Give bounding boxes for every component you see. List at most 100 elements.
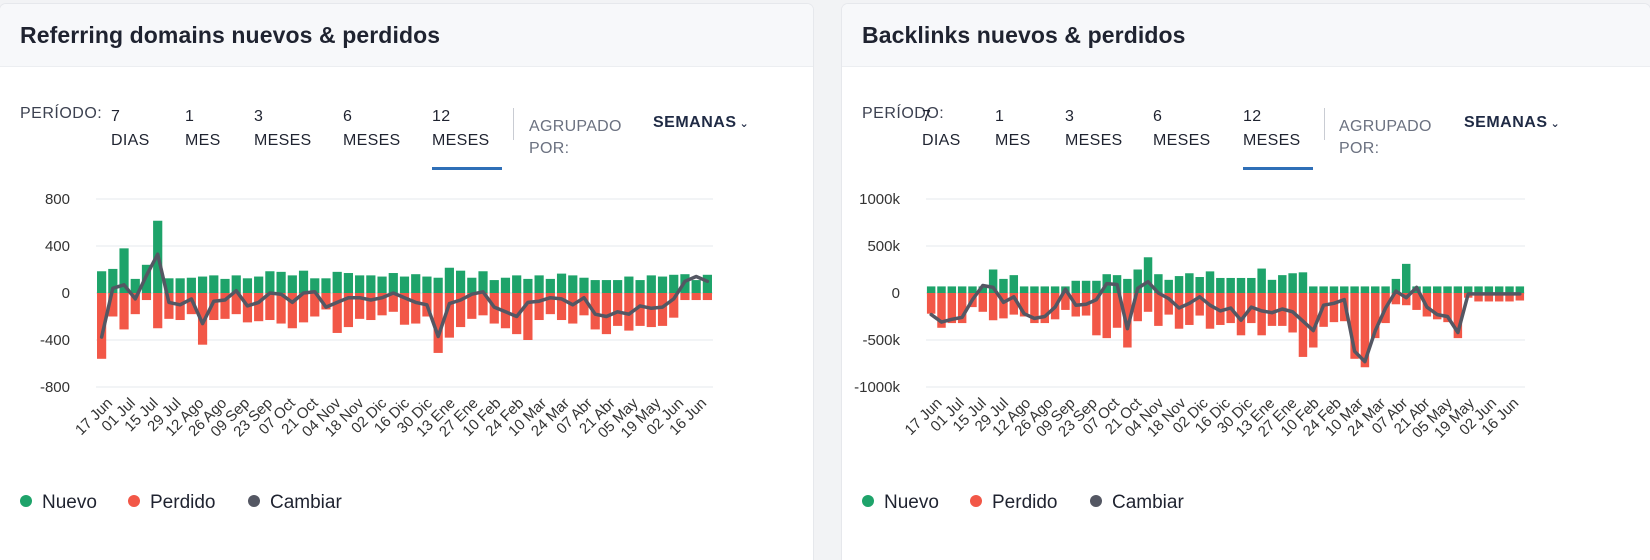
bar-new[interactable] bbox=[444, 267, 454, 293]
bar-lost[interactable] bbox=[624, 293, 634, 331]
bar-new[interactable] bbox=[343, 273, 354, 293]
bar-new[interactable] bbox=[1195, 277, 1204, 293]
bar-lost[interactable] bbox=[1154, 293, 1163, 326]
bar-new[interactable] bbox=[455, 270, 466, 293]
bar-new[interactable] bbox=[556, 273, 567, 293]
bar-lost[interactable] bbox=[1329, 293, 1339, 323]
bar-lost[interactable] bbox=[680, 293, 690, 301]
bar-lost[interactable] bbox=[108, 293, 118, 317]
bar-new[interactable] bbox=[287, 275, 297, 293]
bar-lost[interactable] bbox=[1195, 293, 1204, 316]
bar-new[interactable] bbox=[1381, 286, 1390, 293]
bar-lost[interactable] bbox=[1494, 293, 1504, 302]
bar-lost[interactable] bbox=[388, 293, 398, 312]
bar-lost[interactable] bbox=[1143, 293, 1153, 312]
bar-new[interactable] bbox=[433, 277, 443, 293]
bar-new[interactable] bbox=[1463, 286, 1473, 293]
bar-new[interactable] bbox=[1009, 275, 1019, 293]
bar-new[interactable] bbox=[1474, 286, 1483, 293]
bar-lost[interactable] bbox=[478, 293, 488, 316]
bar-new[interactable] bbox=[691, 280, 701, 293]
bar-lost[interactable] bbox=[702, 293, 712, 301]
bar-new[interactable] bbox=[646, 275, 656, 293]
bar-new[interactable] bbox=[635, 280, 645, 293]
bar-new[interactable] bbox=[1133, 269, 1142, 294]
bar-new[interactable] bbox=[276, 271, 286, 293]
period-7-dias[interactable]: 7 DIAS bbox=[922, 105, 961, 153]
bar-lost[interactable] bbox=[1474, 293, 1483, 302]
bar-lost[interactable] bbox=[332, 293, 342, 333]
bar-lost[interactable] bbox=[926, 293, 936, 314]
period-7-dias[interactable]: 7 DIAS bbox=[111, 105, 150, 153]
bar-lost[interactable] bbox=[1515, 293, 1525, 301]
bar-lost[interactable] bbox=[1505, 293, 1514, 302]
bar-new[interactable] bbox=[590, 280, 600, 293]
legend-change[interactable]: Cambiar bbox=[1090, 492, 1184, 514]
bar-new[interactable] bbox=[1030, 286, 1039, 293]
bar-new[interactable] bbox=[1505, 286, 1514, 293]
bar-lost[interactable] bbox=[1205, 293, 1215, 329]
bar-new[interactable] bbox=[220, 278, 230, 293]
bar-new[interactable] bbox=[1484, 286, 1494, 293]
bar-new[interactable] bbox=[1040, 286, 1050, 293]
bar-lost[interactable] bbox=[164, 293, 174, 319]
bar-lost[interactable] bbox=[97, 293, 107, 359]
bar-lost[interactable] bbox=[1257, 293, 1266, 336]
bar-new[interactable] bbox=[231, 275, 241, 293]
bar-lost[interactable] bbox=[691, 293, 701, 301]
bar-lost[interactable] bbox=[1432, 293, 1442, 320]
bar-new[interactable] bbox=[1515, 286, 1525, 293]
bar-new[interactable] bbox=[545, 278, 555, 293]
bar-new[interactable] bbox=[534, 275, 544, 293]
bar-lost[interactable] bbox=[141, 293, 152, 301]
bar-lost[interactable] bbox=[988, 293, 998, 321]
bar-lost[interactable] bbox=[1164, 293, 1173, 315]
bar-new[interactable] bbox=[1257, 268, 1266, 293]
bar-lost[interactable] bbox=[1019, 293, 1029, 317]
bar-lost[interactable] bbox=[411, 293, 421, 324]
bar-lost[interactable] bbox=[512, 293, 522, 335]
bar-new[interactable] bbox=[489, 280, 499, 293]
bar-lost[interactable] bbox=[1443, 293, 1452, 323]
bar-new[interactable] bbox=[355, 275, 365, 293]
bar-lost[interactable] bbox=[957, 293, 967, 324]
bar-new[interactable] bbox=[1164, 279, 1173, 293]
bar-lost[interactable] bbox=[433, 293, 443, 353]
legend-lost[interactable]: Perdido bbox=[970, 492, 1058, 514]
bar-lost[interactable] bbox=[1360, 293, 1370, 368]
bar-lost[interactable] bbox=[601, 293, 612, 335]
bar-new[interactable] bbox=[1329, 286, 1339, 293]
bar-new[interactable] bbox=[978, 286, 988, 293]
bar-lost[interactable] bbox=[1112, 293, 1122, 328]
bar-new[interactable] bbox=[1081, 280, 1091, 293]
bar-lost[interactable] bbox=[1185, 293, 1194, 325]
bar-new[interactable] bbox=[399, 276, 410, 293]
bar-lost[interactable] bbox=[1123, 293, 1132, 348]
bar-new[interactable] bbox=[1154, 274, 1163, 293]
bar-lost[interactable] bbox=[1319, 293, 1328, 327]
bar-lost[interactable] bbox=[1040, 293, 1050, 324]
legend-new[interactable]: Nuevo bbox=[862, 492, 939, 514]
bar-new[interactable] bbox=[1371, 286, 1380, 293]
bar-lost[interactable] bbox=[1092, 293, 1101, 336]
bar-new[interactable] bbox=[119, 248, 129, 293]
bar-lost[interactable] bbox=[254, 293, 264, 322]
bar-new[interactable] bbox=[164, 278, 174, 293]
bar-new[interactable] bbox=[242, 278, 253, 293]
bar-lost[interactable] bbox=[310, 293, 320, 317]
bar-new[interactable] bbox=[1205, 271, 1215, 293]
bar-lost[interactable] bbox=[1174, 293, 1184, 329]
bar-lost[interactable] bbox=[343, 293, 354, 328]
bar-lost[interactable] bbox=[1061, 293, 1070, 310]
bar-new[interactable] bbox=[1360, 286, 1370, 293]
bar-new[interactable] bbox=[1494, 286, 1504, 293]
bar-lost[interactable] bbox=[947, 293, 957, 324]
bar-lost[interactable] bbox=[1309, 293, 1318, 348]
bar-lost[interactable] bbox=[937, 293, 946, 328]
bar-new[interactable] bbox=[613, 280, 623, 293]
bar-new[interactable] bbox=[968, 286, 977, 293]
bar-lost[interactable] bbox=[1371, 293, 1380, 339]
bar-new[interactable] bbox=[1019, 286, 1029, 293]
bar-new[interactable] bbox=[108, 268, 118, 293]
bar-new[interactable] bbox=[422, 276, 432, 293]
